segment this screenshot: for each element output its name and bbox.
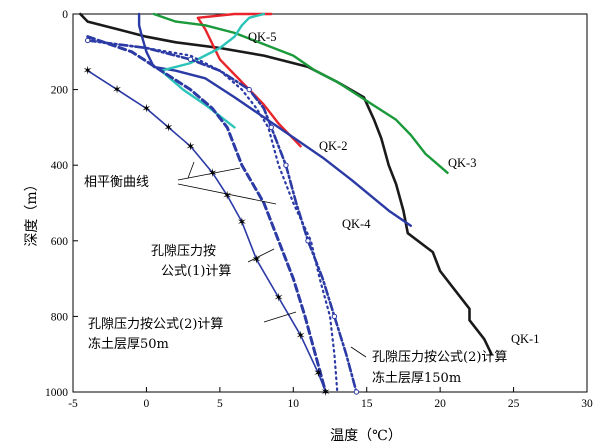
series-star-marker: ✶ (141, 102, 151, 116)
label-qk1: QK-1 (511, 332, 539, 346)
x-tick-label: 0 (144, 398, 150, 410)
series-circle-marker (187, 56, 194, 63)
series-line-3 (137, 12, 412, 227)
annotation-phase-eq: 相平衡曲线 (84, 175, 149, 190)
annotation-formula1-l2: 公式(1)计算 (161, 264, 231, 279)
series-star-marker: ✶ (296, 328, 306, 342)
series-star-marker: ✶ (237, 215, 247, 229)
series-line-6 (86, 35, 328, 394)
series-line-7 (86, 69, 327, 393)
label-qk5: QK-5 (248, 30, 276, 44)
series-star-marker: ✶ (321, 385, 331, 399)
series-circle-marker (283, 162, 289, 168)
y-tick-label: 200 (51, 85, 69, 97)
annotation-formula2-150-l2: 冻土层厚150m (372, 370, 461, 386)
label-qk4: QK-4 (342, 217, 371, 231)
x-axis-title: 温度（℃） (330, 428, 402, 444)
series-circle-marker (268, 124, 274, 131)
leader-formula2-50 (263, 311, 297, 323)
series-line-8 (86, 39, 358, 394)
series-circle-marker (305, 238, 311, 244)
series-star-marker: ✶ (207, 166, 217, 180)
series-star-marker: ✶ (185, 139, 195, 153)
x-tick-label: 15 (361, 398, 373, 410)
label-qk3: QK-3 (448, 156, 476, 170)
series-star-marker: ✶ (163, 120, 173, 134)
annotation-leaders (177, 161, 367, 358)
plot-frame (72, 13, 588, 393)
annotation-formula2-50-l2: 冻土层厚50m (88, 336, 169, 352)
y-tick-label: 800 (51, 311, 69, 323)
series-line-1 (196, 12, 302, 148)
annotation-formula2-150-l1: 孔隙压力按公式(2)计算 (372, 350, 507, 365)
series-star-marker: ✶ (274, 291, 284, 305)
series-star-marker: ✶ (252, 253, 262, 267)
leader-formula2-150 (350, 346, 367, 358)
leader-phase-eq-3 (187, 161, 195, 179)
series-star-marker: ✶ (112, 83, 122, 97)
leader-phase-eq-2 (177, 183, 277, 205)
series-line-0 (79, 12, 493, 356)
series-star-marker: ✶ (83, 64, 93, 78)
y-tick-label: 0 (62, 9, 68, 21)
label-qk2: QK-2 (319, 139, 347, 153)
x-tick-label: 10 (288, 398, 300, 410)
ticks-layer: -5 0 5 10 15 20 25 30 0 200 400 600 800 1000 (45, 9, 593, 410)
annotation-formula2-50-l1: 孔隙压力按公式(2)计算 (88, 317, 223, 332)
series-star-marker: ✶ (222, 188, 232, 202)
series-circle-marker (246, 86, 252, 93)
series-line-2 (152, 12, 449, 175)
annotation-formula1-l1: 孔隙压力按 (151, 244, 216, 259)
y-axis-title: 深度（m） (24, 177, 40, 246)
x-tick-label: 30 (581, 398, 593, 410)
series-line-4 (159, 12, 266, 129)
y-tick-label: 600 (51, 236, 69, 248)
series-circle-marker (331, 313, 338, 320)
y-tick-label: 1000 (45, 387, 68, 399)
series-circle-marker (353, 389, 360, 395)
x-tick-label: 20 (434, 398, 446, 410)
series-layer: ✶ ✶ ✶ ✶ ✶ ✶ ✶ ✶ ✶ ✶ ✶ ✶ ✶ (79, 12, 493, 399)
series-circle-marker (84, 37, 91, 44)
x-tick-label: 5 (217, 398, 223, 410)
x-tick-label: 25 (508, 398, 520, 410)
x-tick-label: -5 (68, 398, 78, 410)
leader-formula1 (247, 248, 275, 263)
y-tick-label: 400 (51, 160, 69, 172)
series-star-marker: ✶ (313, 366, 323, 380)
series-line-5 (86, 39, 339, 394)
plot-area (72, 13, 588, 393)
